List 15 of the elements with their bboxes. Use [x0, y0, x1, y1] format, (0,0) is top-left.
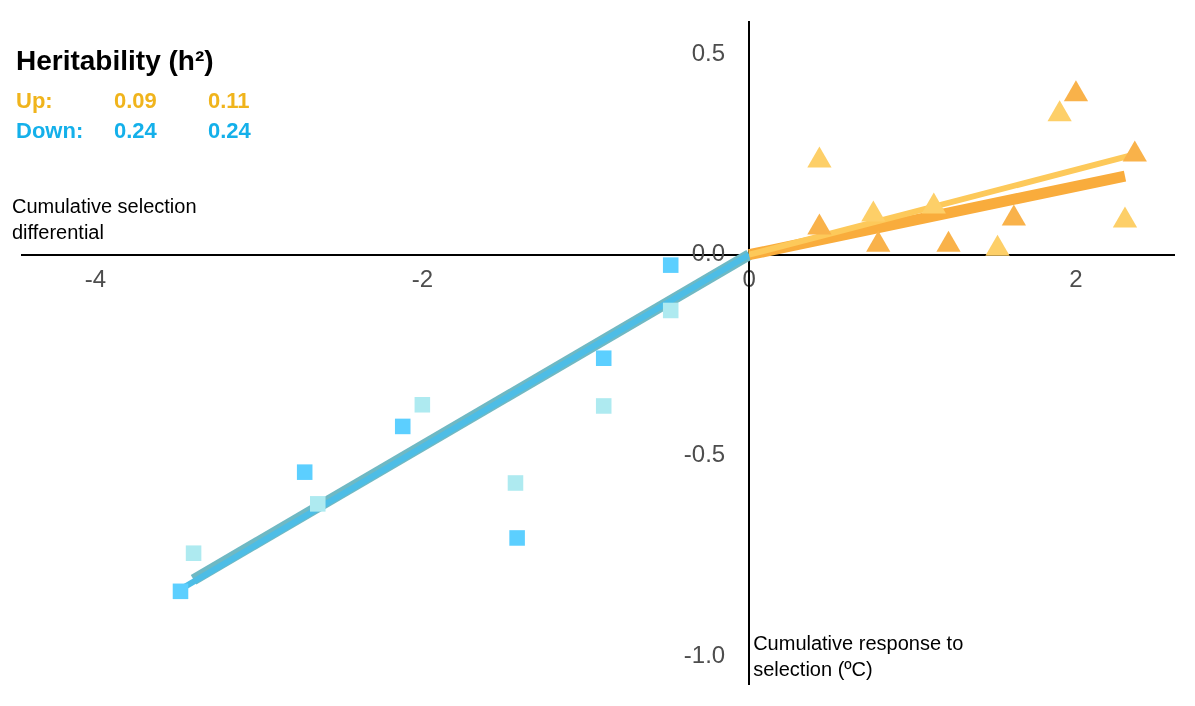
- y-tick-label: 0.5: [691, 38, 726, 66]
- x-tick-label: 2: [1069, 264, 1083, 292]
- text: Heritability (h²): [16, 45, 214, 76]
- annotation: Up:: [16, 88, 53, 113]
- annotation: 0.09: [114, 88, 157, 113]
- y-tick-label: -0.5: [683, 439, 726, 467]
- y-tick-label: -1.0: [683, 640, 726, 668]
- x-axis-title: Cumulative selection differential: [12, 194, 197, 243]
- y-axis-title: Cumulative response to selection (ºC): [753, 632, 964, 680]
- x-tick-label: -4: [84, 264, 107, 292]
- annotation: 0.11: [208, 88, 250, 113]
- annotation: Down:: [16, 118, 84, 143]
- annotation: 0.24: [208, 118, 252, 143]
- x-tick-label: -2: [411, 264, 434, 292]
- annotation: 0.24: [114, 118, 158, 143]
